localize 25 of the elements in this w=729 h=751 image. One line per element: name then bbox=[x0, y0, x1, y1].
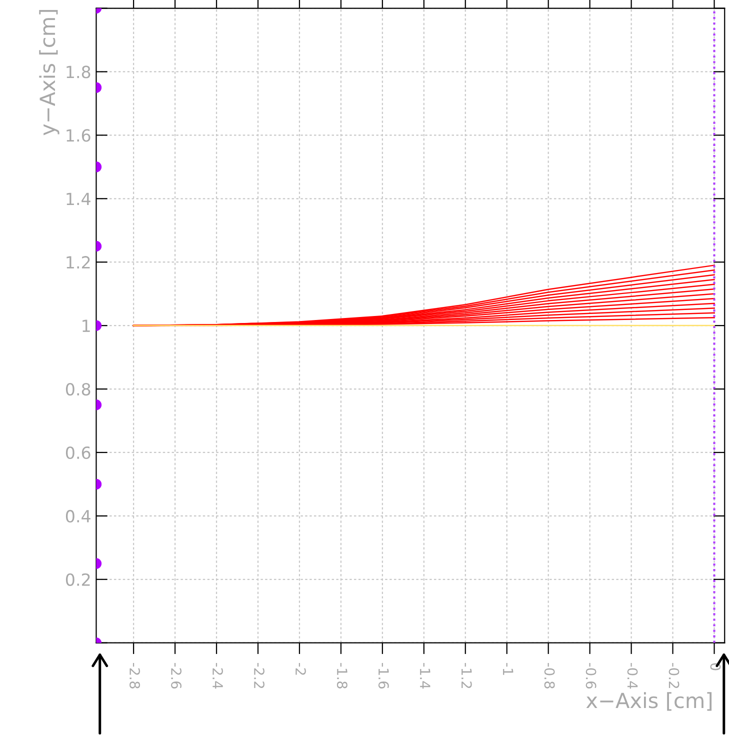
x-tick-label: -1 bbox=[503, 662, 514, 675]
x-tick-label: -0.8 bbox=[544, 662, 555, 688]
x-tick-label: -2.4 bbox=[212, 662, 223, 689]
x-axis-title: x−Axis [cm] bbox=[586, 692, 712, 711]
y-tick-label: 0.2 bbox=[66, 573, 90, 586]
x-tick-label: -2.6 bbox=[171, 662, 182, 689]
y-tick-label: 1.8 bbox=[66, 66, 90, 78]
x-tick-label: -0.6 bbox=[586, 662, 596, 689]
x-tick-label: -2.8 bbox=[130, 662, 140, 688]
x-tick-label: -0.2 bbox=[668, 662, 680, 688]
x-tick-label: -1.4 bbox=[420, 662, 430, 689]
x-tick-label: -1.2 bbox=[462, 662, 472, 688]
x-tick-label: -0.4 bbox=[627, 662, 638, 689]
y-tick-label: 1.2 bbox=[66, 256, 90, 268]
y-tick-label: 0.4 bbox=[66, 510, 90, 523]
y-axis-title: y−Axis [cm] bbox=[39, 10, 60, 136]
y-tick-label: 0.8 bbox=[66, 382, 90, 396]
x-tick-label: -1.6 bbox=[378, 662, 389, 689]
y-tick-label: 1.6 bbox=[66, 129, 90, 142]
x-tick-label: -2.2 bbox=[254, 662, 264, 688]
x-tick-label: -2 bbox=[296, 662, 306, 675]
y-tick-label: 1.4 bbox=[66, 192, 90, 205]
x-tick-label: -1.8 bbox=[336, 662, 348, 688]
y-tick-label: 1 bbox=[82, 320, 90, 332]
y-tick-label: 0.6 bbox=[66, 446, 90, 460]
